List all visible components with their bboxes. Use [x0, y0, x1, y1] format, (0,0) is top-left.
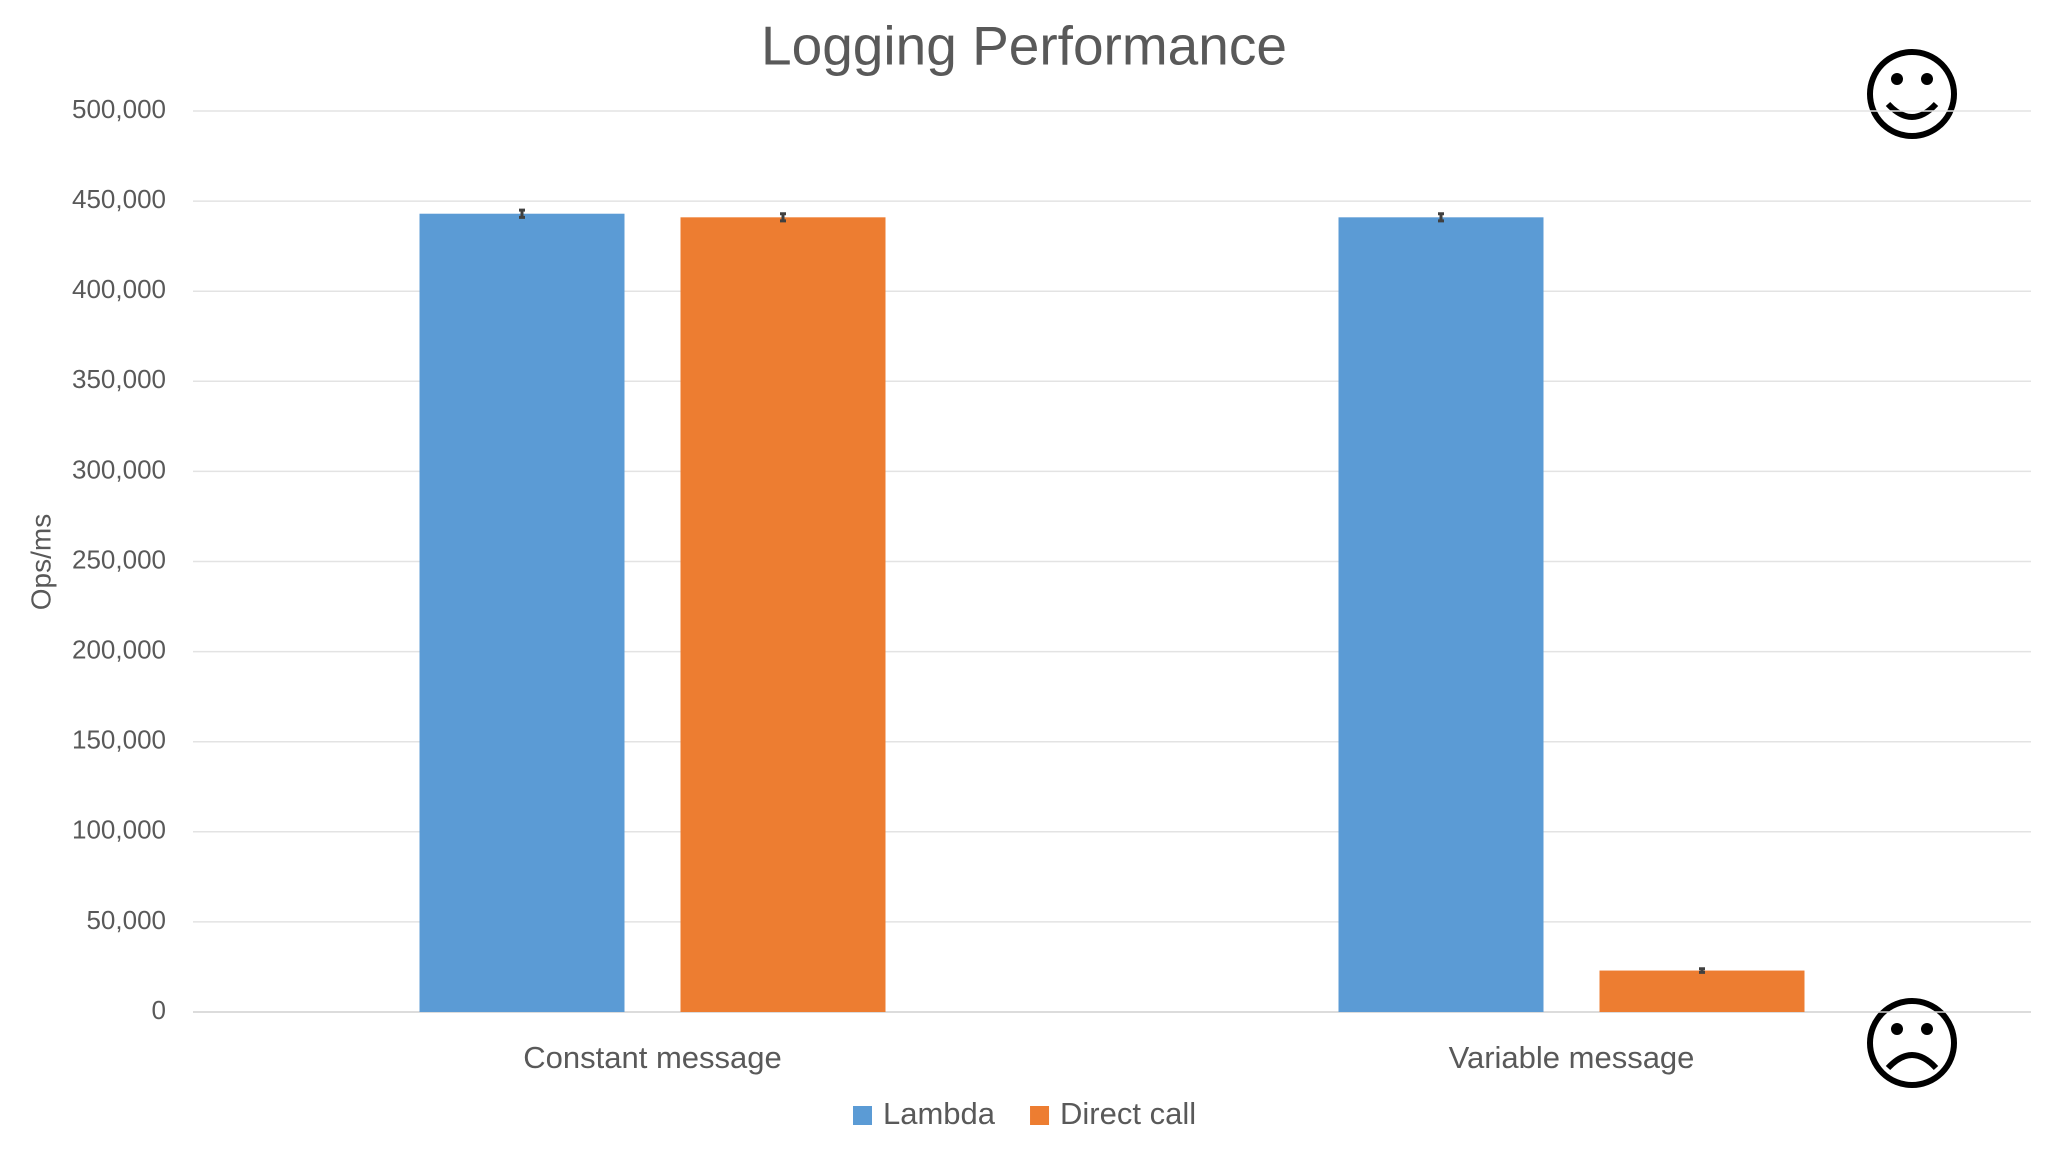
y-axis-label: Ops/ms — [25, 514, 56, 610]
y-tick-label: 450,000 — [72, 184, 166, 214]
chart-title: Logging Performance — [761, 15, 1287, 77]
y-tick-label: 250,000 — [72, 544, 166, 574]
error-bar — [1438, 212, 1444, 223]
y-tick-label: 50,000 — [86, 905, 166, 935]
y-tick-label: 400,000 — [72, 274, 166, 304]
legend-label: Direct call — [1060, 1096, 1196, 1131]
error-bar — [519, 208, 525, 219]
x-tick-label: Constant message — [523, 1040, 781, 1075]
bar — [1338, 217, 1544, 1012]
error-bar — [780, 212, 786, 223]
bar — [419, 213, 625, 1013]
happy-face — [1867, 49, 1957, 139]
y-tick-label: 150,000 — [72, 725, 166, 755]
y-tick-label: 500,000 — [72, 94, 166, 124]
bar — [1599, 970, 1805, 1012]
sad-face — [1867, 998, 1957, 1088]
x-tick-label: Variable message — [1449, 1040, 1695, 1075]
legend-swatch — [853, 1106, 872, 1125]
y-tick-label: 0 — [152, 995, 166, 1025]
y-tick-label: 200,000 — [72, 634, 166, 664]
legend-label: Lambda — [883, 1096, 996, 1131]
legend-swatch — [1030, 1106, 1050, 1125]
y-tick-label: 300,000 — [72, 454, 166, 484]
bar — [680, 217, 886, 1012]
y-tick-label: 100,000 — [72, 815, 166, 845]
y-tick-label: 350,000 — [72, 364, 166, 394]
error-bar — [1699, 967, 1705, 974]
